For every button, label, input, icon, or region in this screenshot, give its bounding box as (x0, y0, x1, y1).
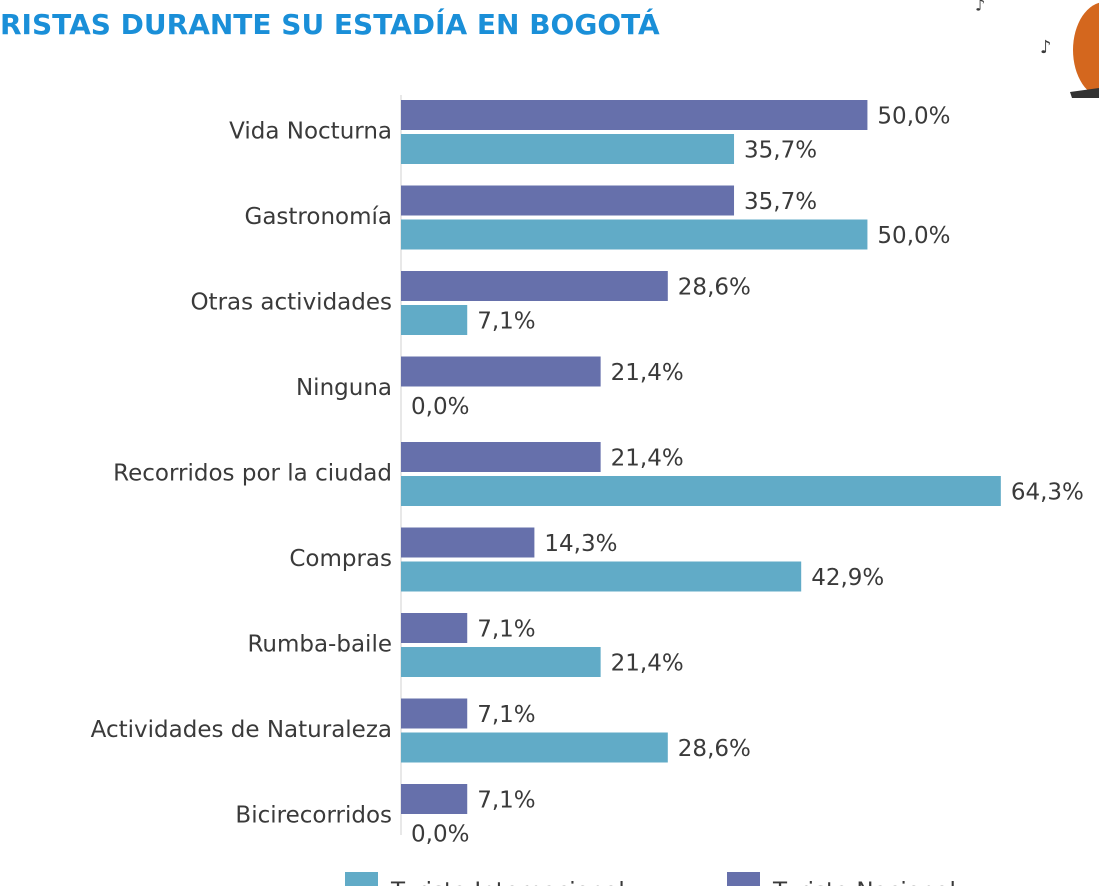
category-label: Rumba-baile (247, 632, 392, 658)
bar (401, 732, 668, 763)
category-label: Bicirecorridos (235, 803, 392, 829)
value-label: 35,7% (744, 189, 817, 215)
category-label: Recorridos por la ciudad (113, 461, 392, 487)
value-label: 35,7% (744, 138, 817, 164)
bar (401, 647, 601, 677)
chart-title: RISTAS DURANTE SU ESTADÍA EN BOGOTÁ (0, 7, 660, 41)
bar (401, 698, 468, 729)
category-label: Compras (289, 546, 392, 572)
value-label: 7,1% (477, 617, 535, 643)
legend-swatch (727, 872, 760, 886)
value-label: 50,0% (877, 223, 950, 249)
value-label: 28,6% (678, 736, 751, 762)
bar (401, 100, 868, 130)
category-label: Actividades de Naturaleza (91, 717, 392, 743)
illustration: ♪ ♪ (975, 0, 1099, 98)
category-label: Ninguna (296, 375, 392, 401)
value-label: 0,0% (411, 822, 469, 848)
bar (401, 185, 735, 216)
value-label: 7,1% (477, 702, 535, 728)
bar (401, 527, 535, 558)
value-label: 50,0% (877, 104, 950, 130)
legend-label: Turista Nacional (772, 879, 956, 886)
bar (401, 613, 468, 643)
value-label: 42,9% (811, 565, 884, 591)
svg-text:♪: ♪ (1040, 37, 1052, 58)
value-label: 64,3% (1011, 480, 1084, 506)
value-label: 14,3% (544, 531, 617, 557)
value-label: 21,4% (611, 446, 684, 472)
bar (401, 784, 468, 814)
bar (401, 305, 468, 335)
value-label: 7,1% (477, 309, 535, 335)
svg-text:♪: ♪ (975, 0, 985, 15)
value-label: 28,6% (678, 275, 751, 301)
bar (401, 271, 668, 301)
legend-swatch (345, 872, 378, 886)
bar (401, 356, 601, 387)
value-label: 0,0% (411, 394, 469, 420)
category-label: Vida Nocturna (229, 119, 392, 145)
bar (401, 219, 868, 250)
bar (401, 134, 735, 164)
bar (401, 476, 1001, 506)
category-label: Gastronomía (245, 204, 392, 230)
category-label: Otras actividades (190, 290, 392, 316)
bar (401, 442, 601, 472)
bar (401, 561, 802, 592)
value-label: 21,4% (611, 360, 684, 386)
value-label: 7,1% (477, 788, 535, 814)
legend-label: Turista Internacional (390, 879, 625, 886)
value-label: 21,4% (611, 651, 684, 677)
